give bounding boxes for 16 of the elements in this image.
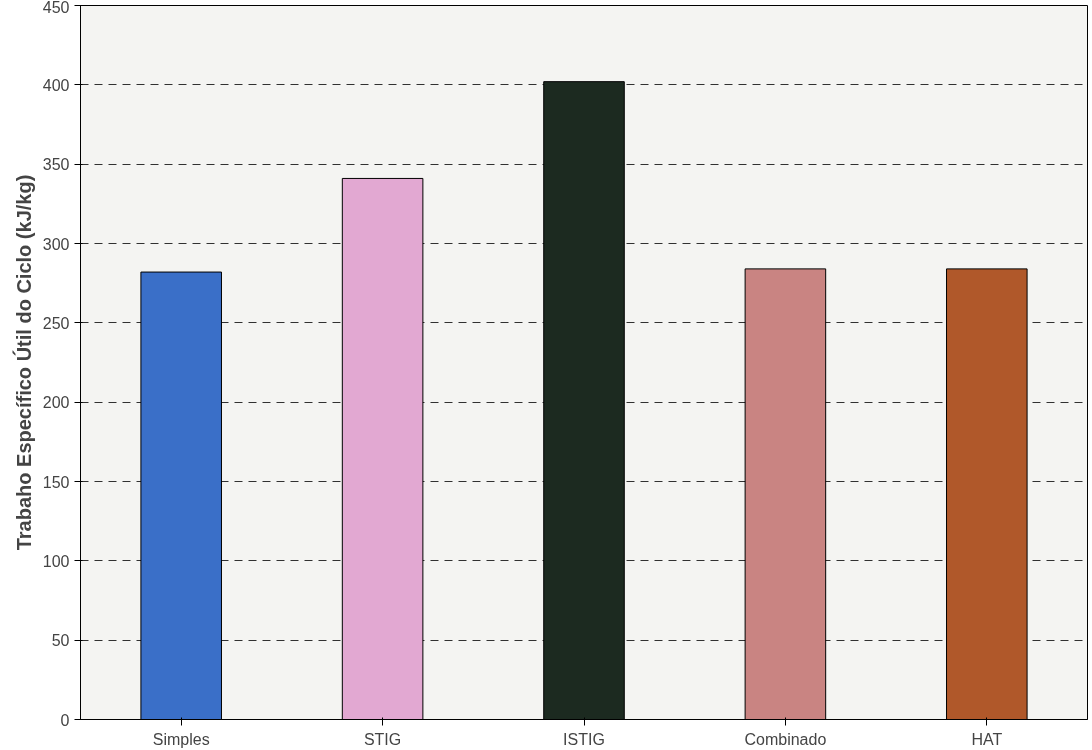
x-tick-label: Simples [152, 730, 210, 748]
y-tick-label: 400 [42, 76, 70, 94]
x-tick-label: Combinado [744, 730, 827, 748]
x-tick-label: ISTIG [563, 730, 605, 748]
y-tick-label: 250 [42, 314, 70, 332]
y-tick-label: 50 [51, 632, 70, 650]
y-tick-label: 300 [42, 235, 70, 253]
y-tick-label: 100 [42, 552, 70, 570]
y-tick-label: 350 [42, 156, 70, 174]
y-tick-label: 450 [42, 0, 70, 16]
y-tick-label: 150 [42, 473, 70, 491]
y-axis-title: Trabaho Específico Útil do Ciclo (kJ/kg) [11, 174, 35, 551]
y-tick-label: 0 [60, 711, 70, 729]
x-tick-label: HAT [971, 730, 1003, 748]
x-tick-label: STIG [363, 730, 402, 748]
y-tick-label: 200 [42, 394, 70, 412]
